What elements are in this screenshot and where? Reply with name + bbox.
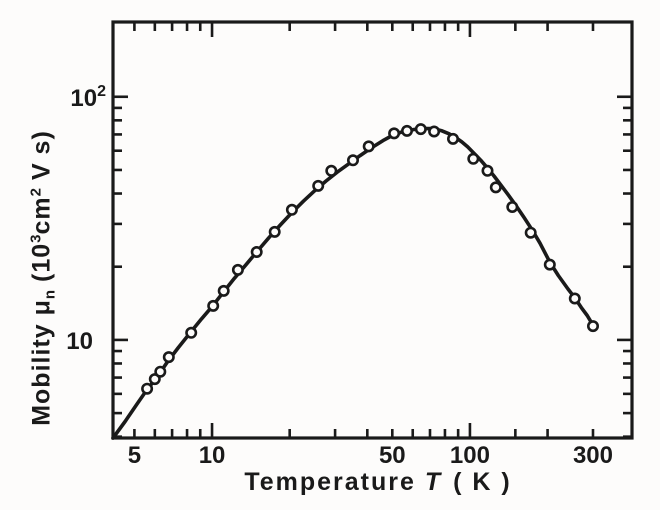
data-point (543, 258, 556, 271)
x-tick-label-5: 5 (128, 442, 141, 469)
x-axis-label-text: Temperature (244, 468, 425, 496)
data-point (568, 292, 581, 305)
y-tick-label-superscript: 2 (97, 83, 106, 100)
data-point (524, 226, 537, 239)
data-point (285, 203, 298, 216)
data-point (414, 123, 427, 136)
data-point (467, 152, 480, 165)
data-point (446, 132, 459, 145)
x-tick-label-300: 300 (573, 442, 613, 469)
data-point (481, 164, 494, 177)
x-tick-label-10: 10 (199, 442, 226, 469)
data-point (250, 246, 263, 259)
data-point (312, 179, 325, 192)
mobility-fitted-curve (111, 126, 595, 440)
data-point (586, 320, 599, 333)
data-point (154, 365, 167, 378)
x-tick-label-100: 100 (450, 442, 490, 469)
data-point (325, 164, 338, 177)
data-point (231, 263, 244, 276)
y-axis-label: Mobility μn (103cm2 V s) (27, 130, 59, 426)
mu-subscript-n: n (41, 289, 59, 300)
data-point (362, 140, 375, 153)
data-point (141, 382, 154, 395)
x-axis-label: Temperature T ( K ) (244, 468, 511, 497)
y-tick-label-100: 102 (70, 83, 106, 112)
y-axis-label-cm: cm (27, 196, 56, 235)
data-point (489, 181, 502, 194)
x-tick-label-50: 50 (379, 442, 406, 469)
data-point (207, 299, 220, 312)
cm-squared-superscript: 2 (27, 188, 45, 197)
data-point (217, 284, 230, 297)
y-axis-label-units-open: (10 (27, 242, 56, 290)
y-tick-label-base: 10 (66, 328, 93, 355)
data-point (388, 127, 401, 140)
temperature-symbol: T (424, 468, 443, 496)
y-tick-label-base: 10 (70, 85, 97, 112)
data-point (400, 124, 413, 137)
x-axis-label-units: ( K ) (444, 468, 512, 496)
data-point (346, 154, 359, 167)
ten-cubed-superscript: 3 (27, 234, 45, 243)
data-point (428, 125, 441, 138)
plot-frame (111, 20, 634, 440)
y-tick-label-10: 10 (66, 328, 93, 355)
y-axis-label-units-close: V s) (27, 130, 56, 189)
data-point (268, 225, 281, 238)
data-point (185, 326, 198, 339)
y-axis-label-text: Mobility μ (27, 299, 56, 426)
data-point (506, 201, 519, 214)
data-point (162, 351, 175, 364)
